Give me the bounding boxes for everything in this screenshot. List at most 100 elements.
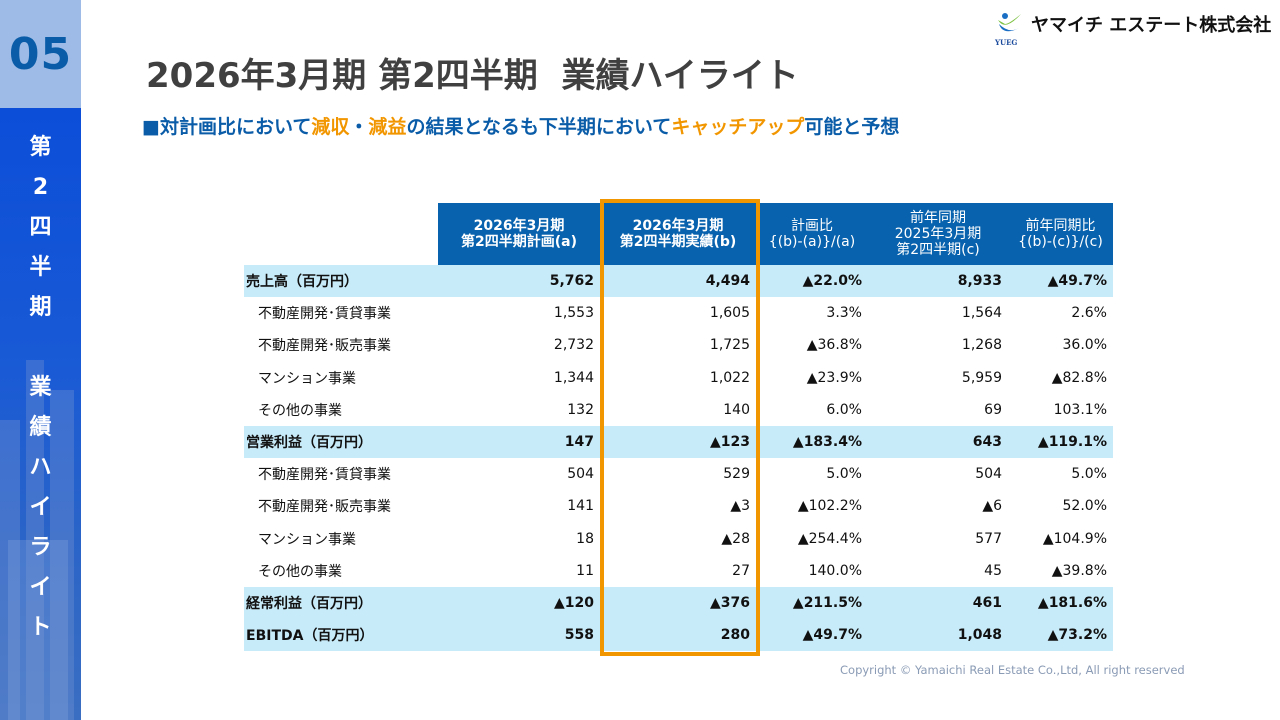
table-cell: ▲119.1% — [1008, 425, 1113, 459]
table-cell: 577 — [975, 530, 1002, 547]
table-cell: 1,605 — [709, 305, 750, 322]
table-cell: 529 — [723, 466, 750, 483]
table-cell: 11 — [576, 562, 594, 579]
row-label: 営業利益（百万円） — [244, 425, 438, 459]
page-subtitle: ■対計画比において減収・減益の結果となるも下半期においてキャッチアップ可能と予想 — [142, 112, 899, 139]
table-cell: 1,048 — [868, 619, 1008, 652]
table-cell: ▲36.8% — [806, 337, 862, 354]
table-cell: ▲104.9% — [1042, 530, 1107, 547]
table-row: 不動産開発･賃貸事業 1,553 1,605 3.3% 1,564 2.6% — [244, 297, 1113, 329]
table-cell: ▲82.8% — [1051, 369, 1107, 386]
table-cell: ▲376 — [600, 586, 756, 620]
row-label: 不動産開発･賃貸事業 — [258, 306, 391, 323]
section-sidebar: 05 第 2 四半期 業績ハイライト — [0, 0, 81, 720]
table-cell: 140.0% — [808, 562, 862, 579]
table-cell: 132 — [567, 401, 594, 418]
table-cell: 103.1% — [1053, 401, 1107, 418]
table-cell: ▲3 — [730, 498, 750, 515]
section-title-panel: 第 2 四半期 業績ハイライト — [0, 108, 81, 720]
table-cell: 504 — [975, 466, 1002, 483]
table-cell: ▲254.4% — [797, 530, 862, 547]
table-cell: ▲28 — [721, 530, 750, 547]
row-label: その他の事業 — [258, 563, 342, 580]
table-cell: 5,762 — [438, 265, 600, 298]
table-cell: 141 — [567, 498, 594, 515]
table-header-row: 2026年3月期 第2四半期計画(a) 2026年3月期 第2四半期実績(b) … — [244, 203, 1113, 265]
subtitle-segment: 減収 — [311, 116, 350, 138]
header-prior-year: 前年同期 2025年3月期 第2四半期(c) — [868, 203, 1008, 265]
table-cell: 1,268 — [961, 337, 1002, 354]
table-cell: 1,725 — [709, 337, 750, 354]
vertical-char: 期 — [29, 295, 52, 320]
table-cell: 52.0% — [1062, 498, 1107, 515]
table-cell: 2,732 — [553, 337, 594, 354]
header-vs-plan: 計画比 {(b)-(a)}/(a) — [756, 203, 868, 265]
table-cell: 6.0% — [826, 401, 862, 418]
table-row: 売上高（百万円） 5,762 4,494 ▲22.0% 8,933 ▲49.7% — [244, 265, 1113, 298]
section-number-box: 05 — [0, 0, 81, 108]
section-vertical-title: 第 2 四半期 業績ハイライト — [0, 128, 81, 648]
table-cell: ▲102.2% — [797, 498, 862, 515]
vertical-char: 業 — [29, 375, 52, 400]
vertical-char: ラ — [29, 535, 52, 560]
table-cell: 4,494 — [600, 265, 756, 298]
table-row: その他の事業 132 140 6.0% 69 103.1% — [244, 394, 1113, 426]
header-plan: 2026年3月期 第2四半期計画(a) — [438, 203, 600, 265]
table-row: 不動産開発･販売事業 141 ▲3 ▲102.2% ▲6 52.0% — [244, 490, 1113, 522]
results-table: 2026年3月期 第2四半期計画(a) 2026年3月期 第2四半期実績(b) … — [244, 203, 1113, 652]
table-cell: 18 — [576, 530, 594, 547]
subtitle-segment: ■対計画比において — [142, 116, 312, 138]
table-cell: ▲22.0% — [756, 265, 868, 298]
vertical-char: イ — [29, 495, 52, 520]
vertical-char: 四 — [29, 215, 52, 240]
table-cell: 2.6% — [1071, 305, 1107, 322]
table-cell: ▲49.7% — [1008, 265, 1113, 298]
row-label: その他の事業 — [258, 402, 342, 419]
table-cell: 3.3% — [826, 305, 862, 322]
row-label: マンション事業 — [258, 531, 356, 548]
table-cell: ▲120 — [438, 586, 600, 620]
vertical-char: イ — [29, 575, 52, 600]
table-cell: 1,344 — [553, 369, 594, 386]
table-row: EBITDA（百万円） 558 280 ▲49.7% 1,048 ▲73.2% — [244, 619, 1113, 652]
header-actual: 2026年3月期 第2四半期実績(b) — [600, 203, 756, 265]
header-empty — [244, 203, 438, 265]
row-label: マンション事業 — [258, 370, 356, 387]
logo-check-icon — [998, 13, 1021, 32]
vertical-char: ハ — [29, 455, 52, 480]
table-cell: 280 — [600, 619, 756, 652]
table-cell: 147 — [438, 425, 600, 459]
table-cell: ▲181.6% — [1008, 586, 1113, 620]
table-cell: 27 — [732, 562, 750, 579]
table-row: マンション事業 18 ▲28 ▲254.4% 577 ▲104.9% — [244, 523, 1113, 555]
table-row: 不動産開発･賃貸事業 504 529 5.0% 504 5.0% — [244, 458, 1113, 490]
header-vs-prior: 前年同期比 {(b)-(c)}/(c) — [1008, 203, 1113, 265]
row-label: 不動産開発･販売事業 — [258, 338, 391, 355]
table-cell: 5,959 — [961, 369, 1002, 386]
table-cell: ▲39.8% — [1051, 562, 1107, 579]
table-row: その他の事業 11 27 140.0% 45 ▲39.8% — [244, 555, 1113, 587]
vertical-char: 半 — [29, 255, 52, 280]
row-label: 経常利益（百万円） — [244, 586, 438, 620]
table-cell: 36.0% — [1062, 337, 1107, 354]
table-cell: ▲183.4% — [756, 425, 868, 459]
table-cell: 1,564 — [961, 305, 1002, 322]
table-row: 経常利益（百万円） ▲120 ▲376 ▲211.5% 461 ▲181.6% — [244, 586, 1113, 620]
table-row: 営業利益（百万円） 147 ▲123 ▲183.4% 643 ▲119.1% — [244, 425, 1113, 459]
table-cell: ▲23.9% — [806, 369, 862, 386]
table-cell: 140 — [723, 401, 750, 418]
row-label: 売上高（百万円） — [244, 265, 438, 298]
company-name: ヤマイチ エステート株式会社 — [1031, 15, 1272, 36]
subtitle-segment: 減益 — [368, 116, 407, 138]
table-cell: ▲211.5% — [756, 586, 868, 620]
vertical-char: 第 — [29, 135, 52, 160]
table-cell: 8,933 — [868, 265, 1008, 298]
page-title: 2026年3月期 第2四半期 業績ハイライト — [146, 56, 799, 96]
table-cell: 5.0% — [826, 466, 862, 483]
table-row: マンション事業 1,344 1,022 ▲23.9% 5,959 ▲82.8% — [244, 362, 1113, 394]
subtitle-segment: ・ — [349, 116, 369, 138]
table-cell: 1,022 — [709, 369, 750, 386]
table-cell: 69 — [984, 401, 1002, 418]
subtitle-segment: 可能と予想 — [804, 116, 900, 138]
row-label: 不動産開発･販売事業 — [258, 499, 391, 516]
